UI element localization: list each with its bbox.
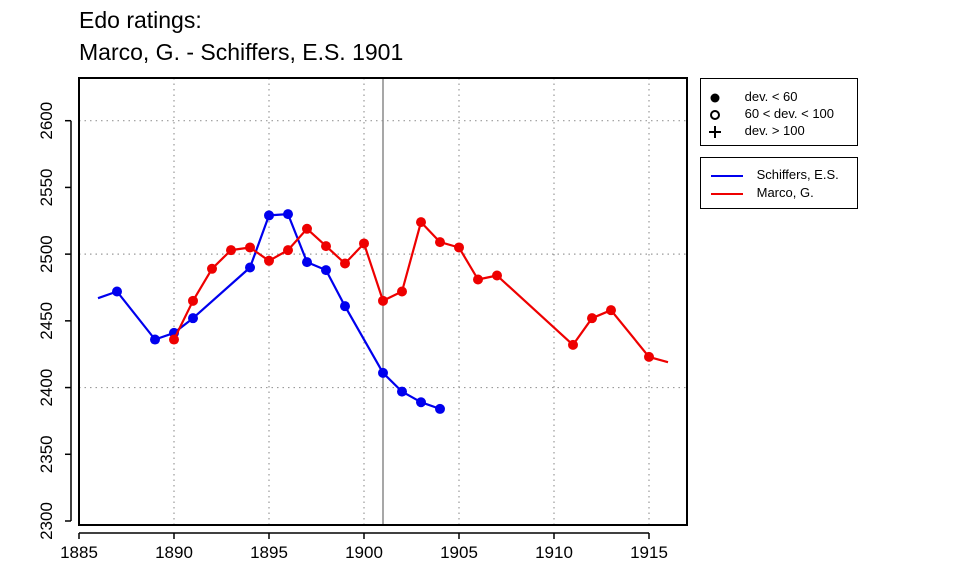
plus-icon bbox=[709, 125, 721, 138]
x-tick-label: 1885 bbox=[60, 543, 98, 562]
filled-circle-icon bbox=[710, 93, 720, 103]
data-point bbox=[188, 313, 198, 324]
symbol-legend-label: dev. < 60 bbox=[744, 89, 798, 104]
series-legend-label: Schiffers, E.S. bbox=[756, 167, 839, 182]
symbol-legend-label: 60 < dev. < 100 bbox=[744, 106, 835, 121]
data-point bbox=[435, 403, 445, 414]
y-tick-label: 2600 bbox=[37, 102, 56, 140]
data-point bbox=[606, 305, 616, 316]
data-point bbox=[207, 263, 217, 274]
x-tick-label: 1910 bbox=[535, 543, 573, 562]
series-legend-label: Marco, G. bbox=[756, 185, 814, 200]
symbol-legend-row: 60 < dev. < 100 bbox=[709, 106, 834, 122]
data-point bbox=[416, 217, 426, 228]
data-point bbox=[587, 313, 597, 324]
series-legend-row: Marco, G. bbox=[709, 185, 814, 201]
data-point bbox=[492, 270, 502, 281]
data-point bbox=[378, 367, 388, 378]
data-point bbox=[397, 386, 407, 397]
data-point bbox=[302, 223, 312, 234]
chart-title-line-1: Edo ratings: bbox=[79, 7, 202, 33]
symbol-legend: dev. < 60 60 < dev. < 100 dev. > 100 bbox=[700, 78, 858, 146]
data-point bbox=[416, 397, 426, 408]
open-circle-icon bbox=[710, 109, 720, 120]
series-line-swatch bbox=[711, 192, 743, 195]
x-tick-label: 1900 bbox=[345, 543, 383, 562]
chart-title-line-2: Marco, G. - Schiffers, E.S. 1901 bbox=[79, 39, 404, 65]
data-point bbox=[321, 241, 331, 252]
y-tick-label: 2400 bbox=[37, 369, 56, 407]
symbol-legend-label: dev. > 100 bbox=[744, 123, 805, 138]
data-point bbox=[435, 237, 445, 248]
y-tick-label: 2500 bbox=[37, 235, 56, 273]
data-point bbox=[112, 286, 122, 297]
data-point bbox=[283, 209, 293, 220]
symbol-legend-row: dev. < 60 bbox=[709, 89, 798, 105]
data-point bbox=[568, 339, 578, 350]
data-point bbox=[169, 334, 179, 345]
x-tick-label: 1890 bbox=[155, 543, 193, 562]
x-tick-label: 1905 bbox=[440, 543, 478, 562]
data-point bbox=[454, 242, 464, 253]
data-point bbox=[644, 351, 654, 362]
data-point bbox=[397, 286, 407, 297]
y-tick-label: 2450 bbox=[37, 302, 56, 340]
data-point bbox=[302, 257, 312, 268]
series-line-swatch bbox=[711, 174, 743, 177]
data-point bbox=[245, 262, 255, 273]
data-point bbox=[340, 301, 350, 312]
y-tick-label: 2550 bbox=[37, 169, 56, 207]
data-point bbox=[150, 334, 160, 345]
data-point bbox=[188, 295, 198, 306]
data-point bbox=[283, 245, 293, 256]
x-tick-label: 1895 bbox=[250, 543, 288, 562]
x-tick-label: 1915 bbox=[630, 543, 668, 562]
data-point bbox=[321, 265, 331, 276]
data-point bbox=[264, 255, 274, 266]
series-legend: Schiffers, E.S. Marco, G. bbox=[700, 157, 858, 209]
y-tick-label: 2350 bbox=[37, 435, 56, 473]
symbol-legend-row: dev. > 100 bbox=[709, 123, 805, 139]
y-tick-label: 2300 bbox=[37, 502, 56, 540]
series-legend-row: Schiffers, E.S. bbox=[709, 167, 839, 183]
data-point bbox=[378, 295, 388, 306]
data-point bbox=[473, 274, 483, 285]
data-point bbox=[264, 210, 274, 221]
data-point bbox=[340, 258, 350, 269]
plot-frame bbox=[78, 77, 688, 526]
data-point bbox=[226, 245, 236, 256]
data-point bbox=[245, 242, 255, 253]
data-point bbox=[359, 238, 369, 249]
